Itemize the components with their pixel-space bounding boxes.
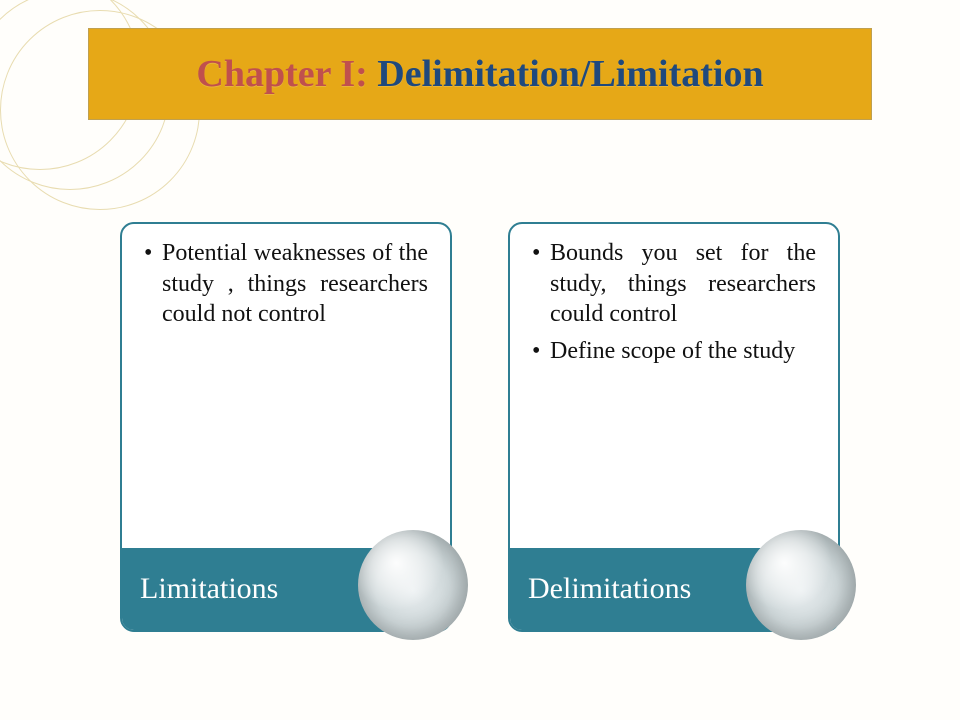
title-rest: Delimitation/Limitation bbox=[368, 53, 764, 95]
card-body: Bounds you set for the study, things res… bbox=[510, 224, 838, 552]
bullet-list: Bounds you set for the study, things res… bbox=[532, 238, 816, 367]
page-title: Chapter I: Delimitation/Limitation bbox=[196, 52, 763, 96]
card-row: Potential weaknesses of the study , thin… bbox=[120, 222, 840, 632]
card-limitations: Potential weaknesses of the study , thin… bbox=[120, 222, 452, 632]
sphere-icon bbox=[358, 530, 468, 640]
list-item: Define scope of the study bbox=[532, 336, 816, 367]
sphere-icon bbox=[746, 530, 856, 640]
list-item: Bounds you set for the study, things res… bbox=[532, 238, 816, 330]
card-body: Potential weaknesses of the study , thin… bbox=[122, 224, 450, 552]
card-label: Limitations bbox=[140, 572, 278, 606]
card-label: Delimitations bbox=[528, 572, 691, 606]
list-item: Potential weaknesses of the study , thin… bbox=[144, 238, 428, 330]
title-lead: Chapter I: bbox=[196, 53, 367, 95]
title-banner: Chapter I: Delimitation/Limitation bbox=[88, 28, 872, 120]
bullet-list: Potential weaknesses of the study , thin… bbox=[144, 238, 428, 330]
card-delimitations: Bounds you set for the study, things res… bbox=[508, 222, 840, 632]
